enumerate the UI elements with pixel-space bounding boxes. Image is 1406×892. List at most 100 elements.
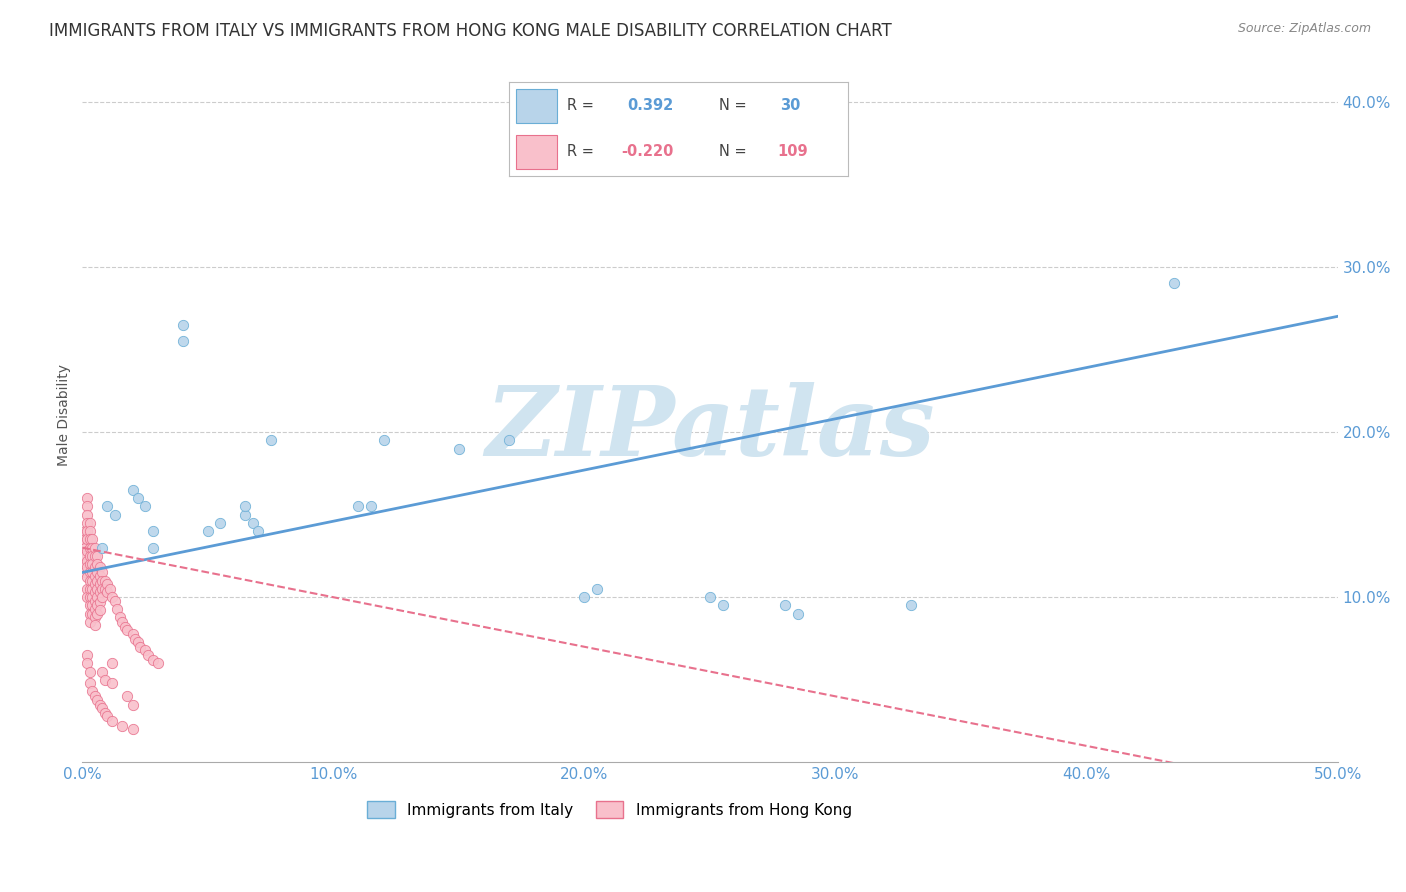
Point	[498, 434, 520, 448]
Point	[86, 566, 108, 580]
Point	[82, 574, 104, 588]
Point	[82, 557, 104, 571]
Point	[79, 582, 101, 596]
Point	[86, 599, 108, 613]
Point	[247, 524, 270, 538]
Point	[83, 560, 105, 574]
Point	[72, 533, 94, 547]
Point	[76, 491, 98, 505]
Point	[76, 533, 98, 547]
Point	[76, 648, 98, 662]
Point	[73, 524, 96, 538]
Point	[142, 653, 165, 667]
Point	[96, 585, 118, 599]
Point	[89, 577, 111, 591]
Point	[134, 500, 156, 514]
Point	[94, 582, 117, 596]
Point	[76, 524, 98, 538]
Point	[82, 599, 104, 613]
Point	[79, 524, 101, 538]
Point	[91, 701, 114, 715]
Point	[101, 714, 124, 728]
Point	[136, 648, 159, 662]
Point	[1163, 277, 1185, 291]
Point	[114, 620, 136, 634]
Point	[86, 591, 108, 605]
Point	[91, 582, 114, 596]
Point	[86, 574, 108, 588]
Point	[82, 684, 104, 698]
Point	[83, 577, 105, 591]
Point	[82, 533, 104, 547]
Point	[91, 665, 114, 679]
Point	[111, 615, 134, 629]
Point	[73, 557, 96, 571]
Point	[900, 599, 922, 613]
Legend: Immigrants from Italy, Immigrants from Hong Kong: Immigrants from Italy, Immigrants from H…	[361, 796, 858, 824]
Point	[172, 334, 194, 348]
Point	[76, 500, 98, 514]
Point	[121, 723, 143, 737]
Point	[76, 516, 98, 530]
Point	[73, 541, 96, 555]
Point	[76, 582, 98, 596]
Point	[79, 557, 101, 571]
Point	[127, 491, 149, 505]
Point	[82, 566, 104, 580]
Point	[79, 516, 101, 530]
Point	[82, 591, 104, 605]
Point	[142, 524, 165, 538]
Point	[73, 566, 96, 580]
Point	[96, 500, 118, 514]
Point	[101, 676, 124, 690]
Point	[101, 591, 124, 605]
Point	[83, 593, 105, 607]
Point	[76, 554, 98, 568]
Point	[146, 657, 169, 671]
Point	[83, 549, 105, 563]
Point	[76, 508, 98, 522]
Point	[79, 615, 101, 629]
Point	[79, 591, 101, 605]
Point	[124, 632, 146, 646]
Point	[91, 541, 114, 555]
Point	[699, 591, 721, 605]
Point	[86, 549, 108, 563]
Point	[82, 541, 104, 555]
Text: ZIPatlas: ZIPatlas	[485, 383, 935, 476]
Point	[104, 593, 127, 607]
Point	[89, 568, 111, 582]
Point	[79, 665, 101, 679]
Point	[242, 516, 264, 530]
Point	[83, 690, 105, 704]
Point	[142, 541, 165, 555]
Point	[121, 483, 143, 497]
Point	[235, 508, 257, 522]
Point	[197, 524, 219, 538]
Point	[94, 673, 117, 687]
Point	[89, 595, 111, 609]
Point	[79, 676, 101, 690]
Point	[79, 566, 101, 580]
Point	[94, 574, 117, 588]
Point	[83, 585, 105, 599]
Point	[107, 601, 129, 615]
Point	[96, 709, 118, 723]
Point	[134, 643, 156, 657]
Point	[76, 544, 98, 558]
Text: Source: ZipAtlas.com: Source: ZipAtlas.com	[1237, 22, 1371, 36]
Point	[209, 516, 232, 530]
Point	[108, 610, 131, 624]
Point	[347, 500, 370, 514]
Point	[786, 607, 808, 621]
Point	[104, 508, 127, 522]
Point	[82, 607, 104, 621]
Point	[117, 624, 139, 638]
Point	[129, 640, 152, 654]
Point	[83, 568, 105, 582]
Point	[447, 442, 470, 456]
Y-axis label: Male Disability: Male Disability	[58, 365, 72, 467]
Point	[83, 610, 105, 624]
Point	[76, 591, 98, 605]
Point	[83, 541, 105, 555]
